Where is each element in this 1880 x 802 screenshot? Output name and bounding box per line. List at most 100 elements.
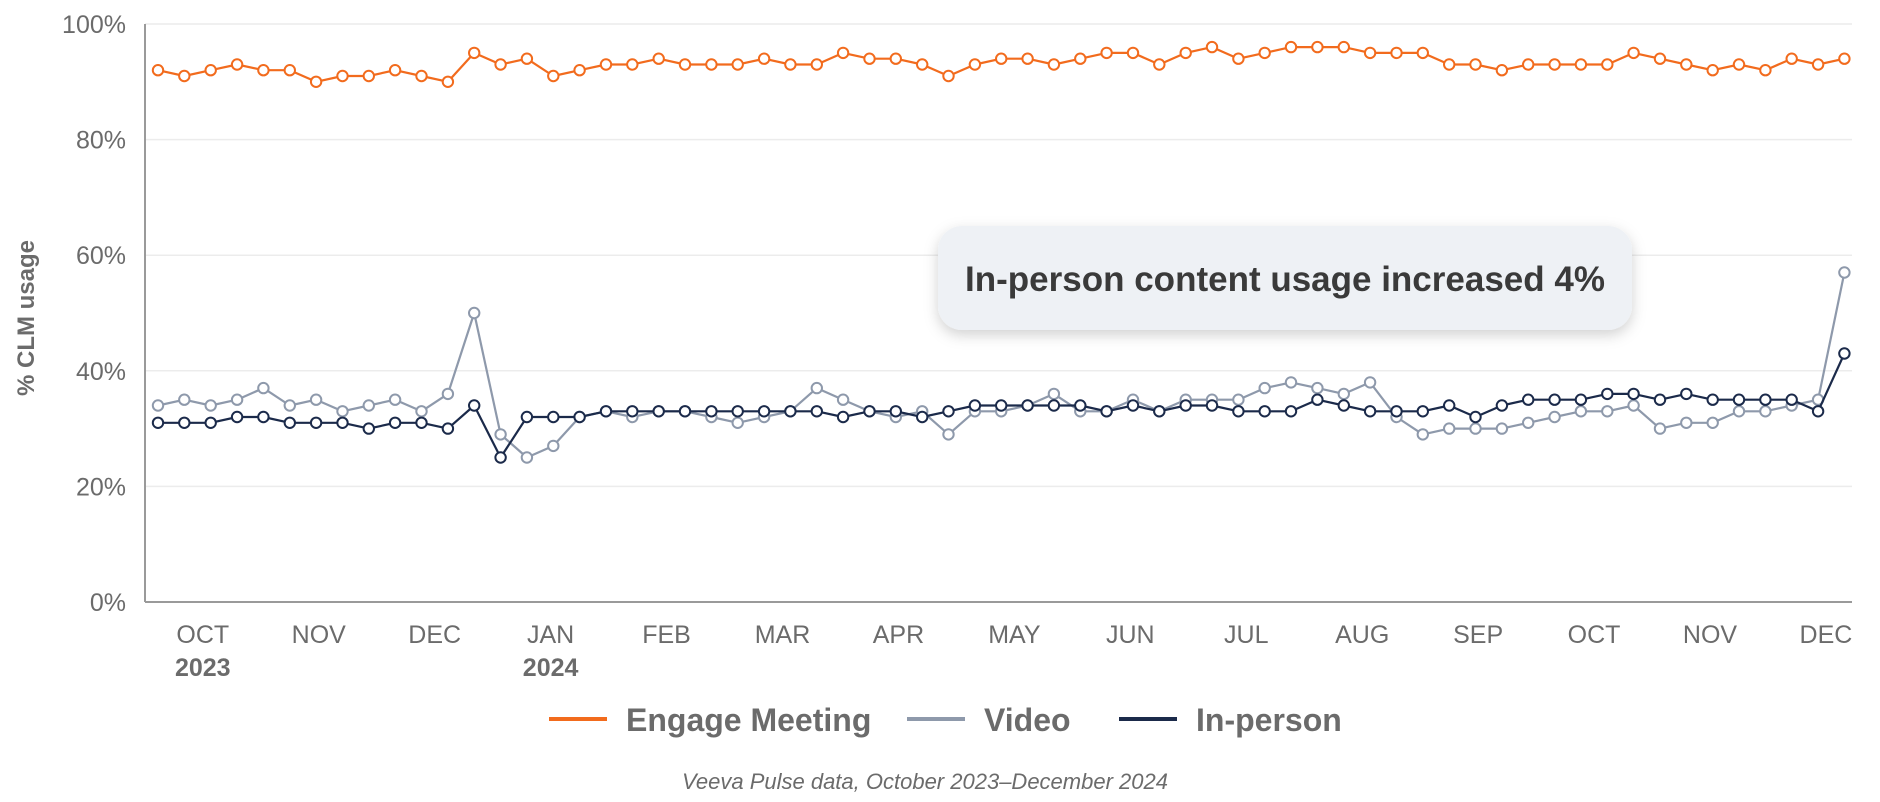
data-point [784, 58, 797, 71]
x-tick-label: APR [873, 621, 924, 649]
data-point [863, 52, 876, 65]
data-point [230, 58, 244, 71]
legend-item: In-person [1119, 702, 1342, 738]
data-point [1759, 405, 1772, 418]
data-point [1469, 410, 1482, 424]
data-point [1627, 387, 1640, 401]
data-point [968, 399, 982, 412]
data-point [1363, 46, 1377, 60]
data-point [784, 405, 797, 418]
x-tick-label: NOV [1683, 621, 1738, 649]
data-point [573, 410, 586, 424]
x-tick-year: 2023 [175, 654, 231, 682]
data-point [151, 64, 165, 77]
data-point [1284, 376, 1298, 389]
data-point [1337, 399, 1351, 412]
data-point [283, 64, 296, 77]
y-tick-label: 40% [76, 358, 126, 386]
data-point [336, 416, 349, 429]
data-point [836, 46, 850, 60]
data-point [1258, 381, 1271, 395]
data-point [1232, 52, 1245, 65]
data-point [942, 405, 955, 418]
data-point [1706, 416, 1719, 429]
x-tick-label: SEP [1453, 621, 1503, 649]
y-axis-ticks: 0% 20% 40% 60% 80% 100% [62, 11, 126, 617]
data-point [1284, 40, 1298, 54]
data-point [599, 58, 613, 71]
data-point [1179, 46, 1192, 60]
data-point [626, 405, 639, 418]
data-point [415, 69, 428, 83]
data-point [599, 405, 613, 418]
legend-label: Video [984, 702, 1071, 738]
x-tick-label: FEB [642, 621, 691, 649]
data-point [1706, 393, 1719, 406]
data-point [731, 405, 744, 418]
data-point [468, 46, 481, 60]
data-point [863, 405, 876, 418]
data-point [968, 58, 982, 71]
series-in-person [151, 347, 1851, 464]
data-point [257, 410, 270, 424]
data-point [204, 399, 217, 412]
data-point [1284, 405, 1298, 418]
data-point [1205, 40, 1219, 54]
data-point [1574, 405, 1588, 418]
data-point [705, 58, 718, 71]
x-tick-label: DEC [1800, 621, 1853, 649]
data-point [1732, 393, 1746, 406]
data-point [810, 381, 823, 395]
data-point [362, 69, 375, 83]
data-point [836, 393, 850, 406]
data-point [1522, 416, 1535, 429]
series-engage-meeting [151, 40, 1851, 89]
data-point [204, 64, 217, 77]
data-point [1390, 405, 1403, 418]
data-point [1548, 58, 1561, 71]
data-point [652, 52, 665, 65]
series-layer [151, 40, 1851, 464]
data-point [441, 422, 455, 435]
data-point [1074, 399, 1087, 412]
data-point [1548, 393, 1561, 406]
data-point [1100, 405, 1113, 418]
data-point [230, 410, 244, 424]
data-point [678, 405, 692, 418]
x-tick-label: NOV [292, 621, 347, 649]
data-point [1548, 410, 1561, 424]
data-point [257, 64, 270, 77]
data-point [204, 416, 217, 429]
data-point [1574, 393, 1588, 406]
data-point [283, 399, 296, 412]
data-point [916, 58, 929, 71]
data-point [1443, 399, 1456, 412]
data-point [1443, 58, 1456, 71]
data-point [1706, 64, 1719, 77]
data-point [626, 58, 639, 71]
data-point [705, 405, 718, 418]
data-point [1601, 387, 1614, 401]
legend-label: In-person [1196, 702, 1342, 738]
data-point [1680, 58, 1693, 71]
data-point [547, 410, 560, 424]
data-point [1311, 393, 1324, 406]
data-point [1469, 58, 1482, 71]
x-tick-label: JUL [1224, 621, 1269, 649]
y-tick-label: 80% [76, 127, 126, 155]
data-point [468, 399, 481, 412]
data-point [1838, 266, 1851, 279]
data-point [1601, 58, 1614, 71]
x-tick-label: MAR [755, 621, 811, 649]
data-point [1205, 399, 1219, 412]
data-point [1732, 58, 1746, 71]
x-tick-label: OCT [176, 621, 229, 649]
data-point [388, 64, 402, 77]
data-point [1443, 422, 1456, 435]
data-point [942, 69, 955, 83]
data-point [889, 52, 902, 65]
y-axis-label: % CLM usage [13, 240, 40, 396]
x-tick-label: DEC [408, 621, 461, 649]
annotation-callout: In-person content usage increased 4% [938, 226, 1632, 330]
data-point [547, 439, 560, 453]
